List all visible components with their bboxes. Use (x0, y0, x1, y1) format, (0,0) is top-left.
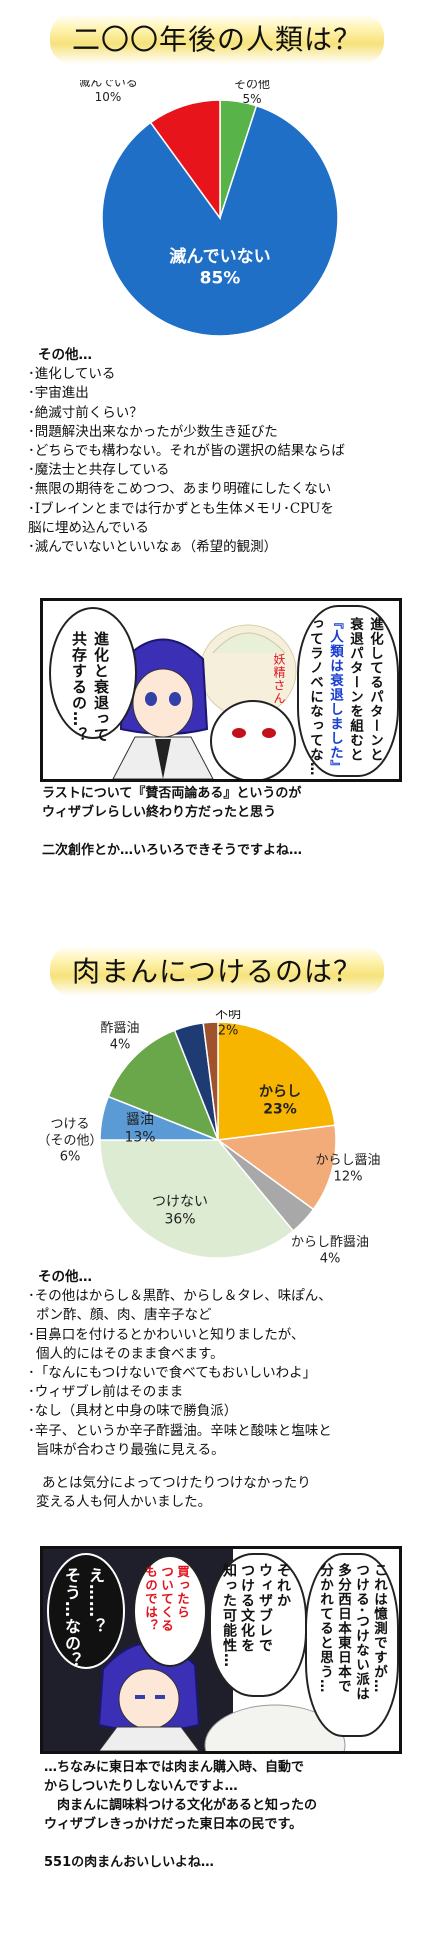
bubble-text: 『人類は衰退しました』 (327, 615, 343, 775)
list-item: あとは気分によってつけたりつけなかったり (42, 1475, 311, 1492)
caption-line: ウィザブレきっかけだった東日本の民です。 (44, 1817, 303, 1832)
list-item: ･魔法士と共存している (28, 462, 170, 479)
pie-slice-3 (99, 1139, 295, 1259)
caption-line (42, 822, 302, 841)
bubble-text: つける･つけない派は (353, 1563, 369, 1702)
bubble-text: 衰退パターンを組むと (347, 617, 363, 762)
list-item: ･滅んでいないといいなぁ（希望的観測） (28, 539, 278, 556)
fairy-label: 妖精さん (272, 653, 286, 705)
section1-other-list: その他… ･進化している ･宇宙進出 ･絶滅寸前くらい？ ･問題解決出来なかった… (28, 346, 345, 557)
bubble-text: つける文化を (239, 1563, 255, 1653)
speech-bubble-red (133, 1555, 207, 1667)
speech-bubble-right (297, 605, 399, 777)
bubble-text: 共存するの…？ (70, 631, 88, 743)
pie-chart-nikuman: からし 23% からし醤油 12% からし酢醤油 4% つけない 36% つける（その他） 6% 醤… (37, 1010, 380, 1266)
list-item: ･どちらでも構わない。それが皆の選択の結果ならば (28, 443, 345, 460)
bubble-text: これは憶測ですが… (371, 1563, 387, 1694)
section2-other-heading: その他… (38, 1269, 92, 1285)
speech-bubble-mid (209, 1553, 307, 1697)
list-item: ･絶滅寸前くらい？ (28, 404, 143, 421)
list-item: 旨味が合わさり最強に見える。 (36, 1441, 225, 1458)
pie-label-5: 醤油 13% (124, 1112, 155, 1146)
speech-bubble-dark (47, 1553, 125, 1669)
section1-title: 二〇〇年後の人類は？ (49, 14, 384, 64)
caption-line: 二次創作とか…いろいろできそうですよね… (42, 843, 303, 858)
list-item: ･進化している (28, 366, 116, 383)
caption-line: ラストについて『賛否両論ある』というのが (42, 786, 302, 801)
caption-line: ウィザブレらしい終わり方だったと思う (42, 805, 277, 820)
list-item: 脳に埋め込んでいる (28, 519, 149, 536)
pie-label-2: 滅んでいる 10% (80, 80, 138, 104)
list-item: ･「なんにもつけないで食べてもおいしいわよ」 (28, 1365, 317, 1382)
pie-label-1: からし醤油 12% (315, 1153, 380, 1184)
speech-bubble-right (305, 1553, 399, 1737)
caption-line (44, 1834, 317, 1853)
pie-label-4: つける（その他） 6% (37, 1117, 102, 1165)
bubble-text: 進化と衰退って (92, 631, 110, 743)
pie-label-0: その他 5% (234, 80, 270, 106)
bubble-text: そう…なの？ (62, 1567, 81, 1669)
caption-line: からしついたりしないんですよ… (44, 1779, 238, 1794)
comic-panel-2: え……？ そう…なの？ 買ったら ついてくる ものでは？ それか ウィザブレで … (40, 1546, 402, 1754)
bubble-text: それか (275, 1563, 291, 1608)
section2-caption: …ちなみに東日本では肉まん購入時、自動で からしついたりしないんですよ… 肉まん… (44, 1758, 317, 1872)
pie-label-2: からし酢醤油 4% (291, 1235, 369, 1266)
speech-bubble-left (49, 607, 137, 739)
list-item: ･無限の期待をこめつつ、あまり明確にしたくない (28, 481, 332, 498)
bubble-text: え……？ (86, 1567, 105, 1635)
section1-other-heading: その他… (38, 347, 92, 363)
bubble-text: 買ったら (175, 1565, 190, 1619)
pie-slice-0 (217, 1021, 336, 1141)
list-item: ･Iブレインとまでは行かずとも生体メモリ･CPUを (28, 500, 334, 517)
caption-line: 肉まんに調味料つける文化があると知ったの (44, 1798, 318, 1813)
list-item: ･その他はからし＆黒酢、からし＆タレ、味ぽん、 (28, 1288, 332, 1305)
caption-line: …ちなみに東日本では肉まん購入時、自動で (44, 1760, 305, 1775)
pie-slice-1 (101, 104, 339, 337)
list-item: 個人的にはそのまま食べます。 (36, 1345, 224, 1362)
bubble-text: ってラノベになってな… (307, 617, 323, 777)
list-item: ･辛子、というか辛子酢醤油。辛味と酸味と塩味と (28, 1422, 332, 1439)
comic-panel-1: 進化と衰退って 共存するの…？ 妖精さん 進化してるパターンと 衰退パターンを組… (40, 598, 402, 782)
pie-label-0: からし 23% (259, 1084, 301, 1118)
bubble-text: ウィザブレで (257, 1563, 273, 1653)
bubble-text: ついてくる (159, 1565, 174, 1633)
bubble-text: 進化してるパターンと (367, 617, 383, 762)
list-item: ･宇宙進出 (28, 385, 89, 402)
pie-slice-1 (216, 1124, 337, 1211)
pie-label-6: 酢醤油 4% (100, 1021, 139, 1052)
pie-slice-5 (107, 1029, 220, 1142)
list-item: ･ウィザブレ前はそのまま (28, 1384, 184, 1401)
bubble-text: 多分西日本東日本で (335, 1563, 351, 1694)
pie-label-3: つけない 36% (152, 1194, 208, 1228)
section2-title: 肉まんにつけるのは？ (49, 946, 384, 996)
pie-label-7: 不明 2% (215, 1010, 241, 1038)
section1-title-wrap: 二〇〇年後の人類は？ (0, 14, 434, 64)
list-item (28, 1460, 332, 1474)
list-item: ･目鼻口を付けるとかわいいと知りましたが、 (28, 1326, 305, 1343)
comic-art-1 (112, 624, 297, 779)
pie-chart-humanity: その他 5% 滅んでいない 85% 滅んでいる 10% (80, 80, 339, 337)
pie-label-1: 滅んでいない 85% (169, 246, 270, 288)
bubble-text: ものでは？ (143, 1565, 158, 1633)
list-item: 変える人も何人かいました。 (36, 1494, 212, 1511)
section2-other-list: その他… ･その他はからし＆黒酢、からし＆タレ、味ぽん、 ポン酢、顔、肉、唐辛子… (28, 1268, 332, 1512)
list-item: ポン酢、顔、肉、唐辛子など (36, 1307, 212, 1324)
bubble-text: 分かれてると思う… (317, 1563, 333, 1694)
section2-title-wrap: 肉まんにつけるのは？ (0, 946, 434, 996)
list-item: ･なし（具材と中身の味で勝負派） (28, 1403, 238, 1420)
pie-slice-7 (202, 1021, 219, 1141)
list-item: ･問題解決出来なかったが少数生き延びた (28, 423, 278, 440)
pie-slice-2 (149, 99, 221, 221)
section1-caption: ラストについて『賛否両論ある』というのが ウィザブレらしい終わり方だったと思う … (42, 784, 302, 860)
bubble-text: 知った可能性… (221, 1563, 237, 1668)
caption-line: 551の肉まんおいしいよね… (44, 1855, 214, 1870)
